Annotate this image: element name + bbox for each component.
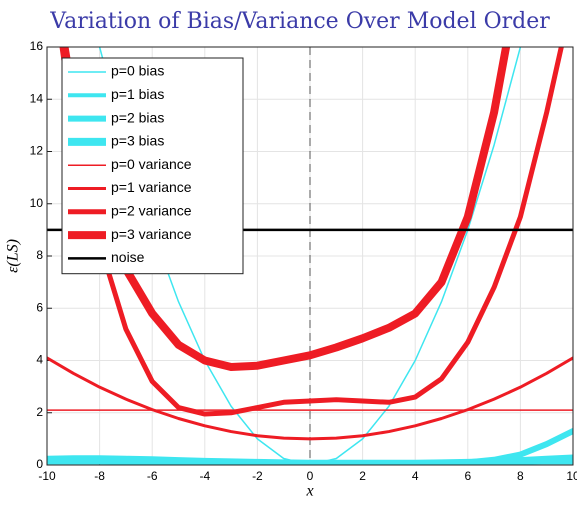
x-tick-label: 2	[359, 469, 366, 483]
y-tick-label: 0	[36, 457, 43, 471]
y-tick-label: 16	[30, 39, 44, 53]
chart-title: Variation of Bias/Variance Over Model Or…	[49, 9, 550, 34]
y-tick-label: 12	[30, 144, 44, 158]
x-tick-label: -6	[147, 469, 158, 483]
legend-label: p=1 variance	[111, 179, 192, 195]
y-tick-label: 10	[30, 196, 44, 210]
x-tick-label: -4	[199, 469, 210, 483]
y-axis-label: ε(LS)	[5, 239, 22, 273]
x-tick-label: 8	[517, 469, 524, 483]
x-tick-label: -10	[38, 469, 56, 483]
y-tick-label: 2	[36, 405, 43, 419]
y-tick-label: 14	[30, 91, 44, 105]
legend-label: p=0 bias	[111, 63, 164, 79]
legend-label: p=2 bias	[111, 109, 164, 125]
legend-label: noise	[111, 249, 145, 265]
plot-frame	[46, 46, 574, 466]
y-tick-label: 8	[36, 248, 43, 262]
x-tick-label: 6	[464, 469, 471, 483]
x-tick-label: 4	[412, 469, 419, 483]
legend-label: p=0 variance	[111, 156, 192, 172]
x-tick-label: 0	[307, 469, 314, 483]
x-axis-label: x	[305, 483, 313, 500]
y-tick-label: 6	[36, 300, 43, 314]
series-line	[47, 356, 573, 441]
legend-label: p=3 variance	[111, 226, 192, 242]
x-tick-label: 10	[566, 469, 577, 483]
x-tick-label: -8	[94, 469, 105, 483]
x-tick-label: -2	[252, 469, 263, 483]
legend-label: p=3 bias	[111, 133, 164, 149]
legend-label: p=2 variance	[111, 203, 192, 219]
series-line	[47, 454, 573, 465]
legend-label: p=1 bias	[111, 86, 164, 102]
legend: p=0 bias p=1 bias p=2 bias p=3 bias p=0 vari…	[61, 57, 244, 275]
series-line	[59, 47, 564, 417]
series-line	[60, 47, 511, 372]
y-tick-label: 4	[36, 353, 43, 367]
plot-lines	[47, 47, 573, 465]
